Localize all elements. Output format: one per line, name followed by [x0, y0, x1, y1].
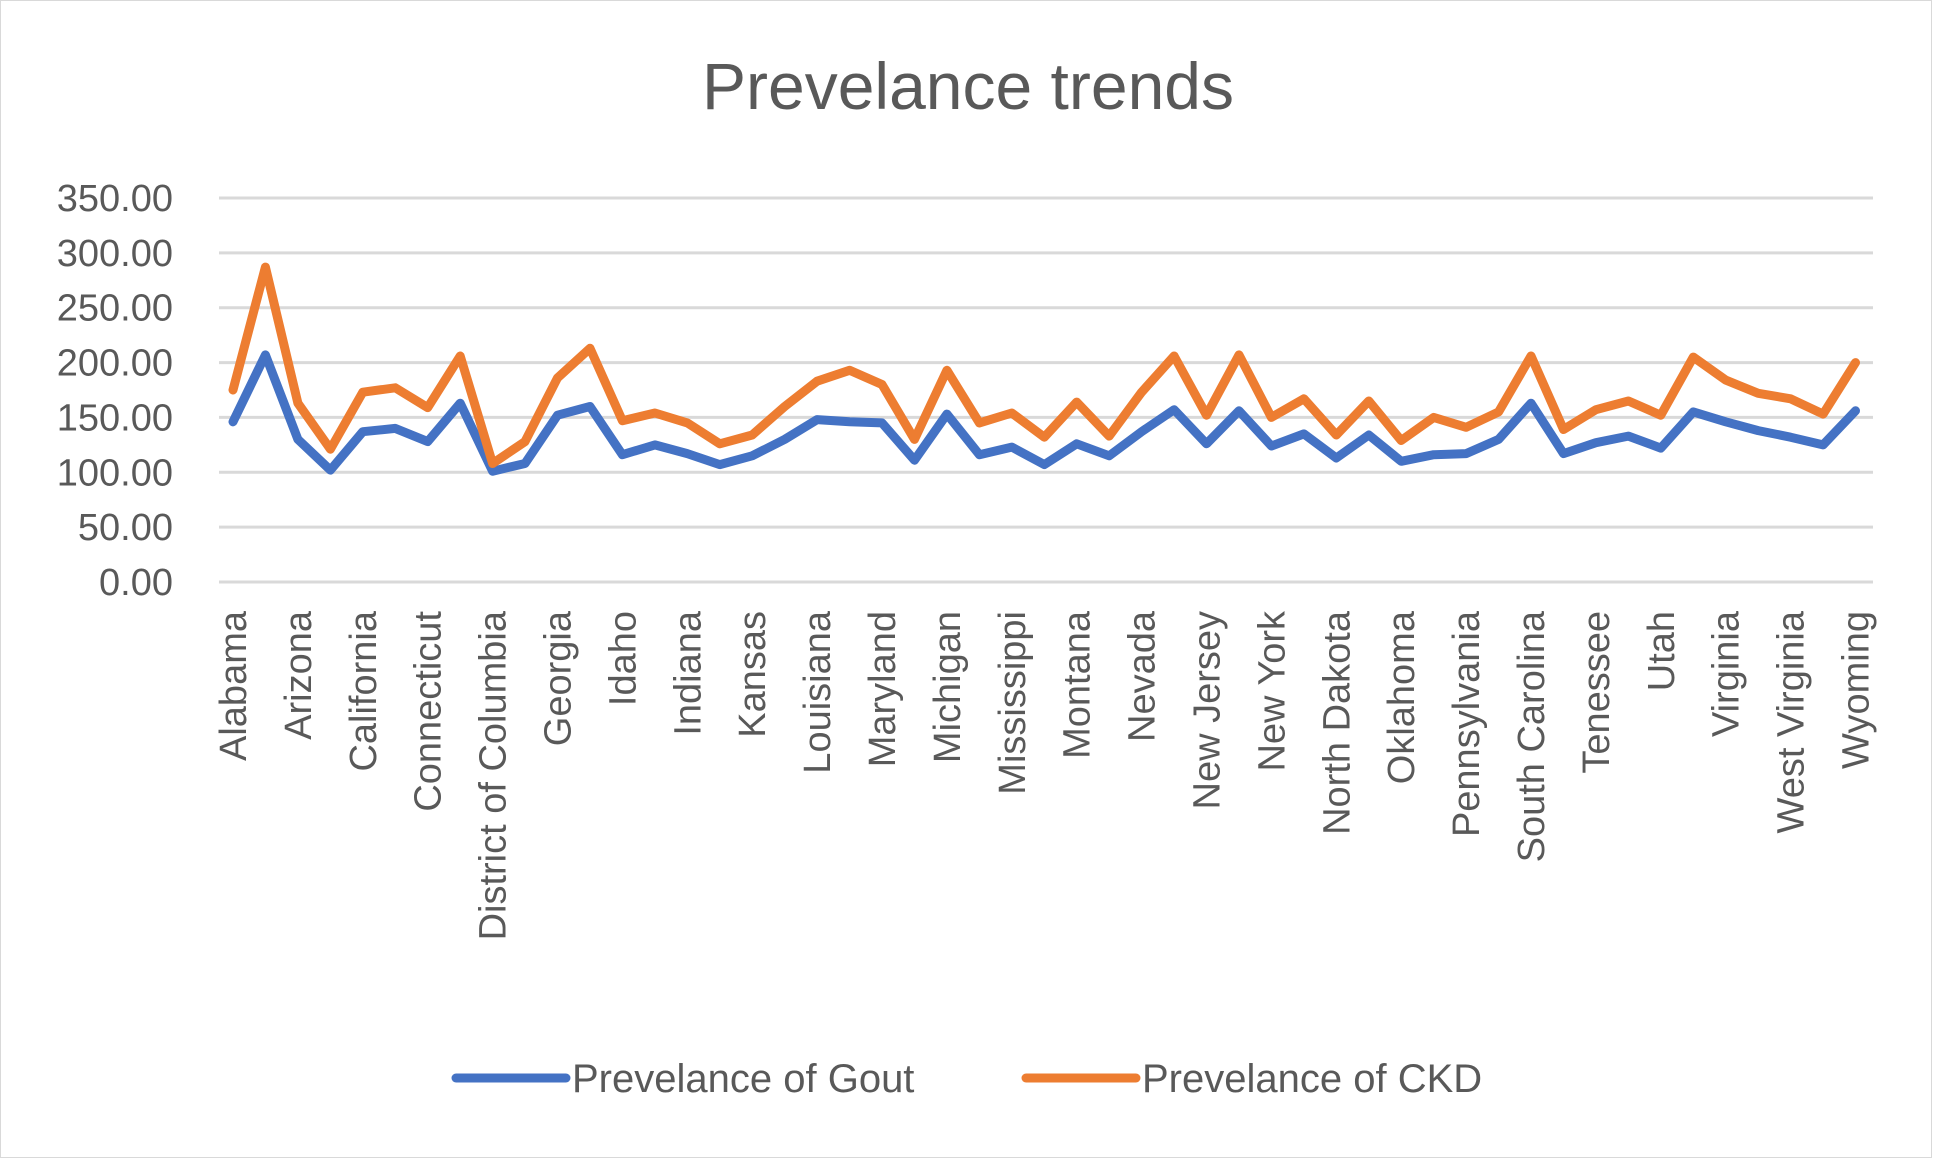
series-line-ckd: [228, 262, 1860, 468]
y-tick-label: 100.00: [57, 452, 173, 494]
x-tick-label: Connecticut: [408, 611, 450, 812]
legend-label: Prevelance of Gout: [572, 1057, 914, 1101]
series-line-gout: [228, 350, 1860, 476]
x-tick-label: Michigan: [927, 611, 969, 763]
x-tick-label: West Virginia: [1771, 610, 1813, 833]
y-tick-label: 250.00: [57, 288, 173, 330]
legend: Prevelance of Gout Prevelance of CKD: [451, 1057, 1482, 1101]
legend-label: Prevelance of CKD: [1142, 1057, 1482, 1101]
x-tick-label: Utah: [1641, 611, 1683, 691]
x-tick-label: South Carolina: [1511, 610, 1553, 862]
x-tick-label: California: [343, 610, 385, 771]
x-tick-label: Mississippi: [992, 611, 1034, 795]
y-tick-label: 350.00: [57, 178, 173, 220]
x-tick-label: Maryland: [862, 611, 904, 767]
y-tick-label: 150.00: [57, 397, 173, 439]
x-tick-label: Oklahoma: [1381, 610, 1423, 784]
y-tick-label: 50.00: [78, 507, 173, 549]
series-lines: [228, 262, 1860, 476]
x-tick-label: New Jersey: [1187, 611, 1229, 810]
y-tick-label: 0.00: [99, 562, 173, 604]
x-tick-label: Wyoming: [1836, 611, 1878, 769]
x-tick-label: District of Columbia: [473, 610, 515, 940]
x-axis-tick-labels: Alabama Arizona California Connecticut Distr…: [213, 610, 1878, 940]
chart-title: Prevelance trends: [702, 49, 1234, 123]
y-tick-label: 200.00: [57, 343, 173, 385]
y-tick-label: 300.00: [57, 233, 173, 275]
x-tick-label: Alabama: [213, 610, 255, 761]
y-axis-tick-labels: 0.00 50.00 100.00 150.00 200.00 250.00 300.00 3…: [57, 178, 173, 604]
x-tick-label: Nevada: [1122, 610, 1164, 742]
x-tick-label: Kansas: [732, 611, 774, 738]
x-tick-label: Montana: [1057, 610, 1099, 759]
x-tick-label: Pennsylvania: [1446, 610, 1488, 837]
x-tick-label: Idaho: [602, 611, 644, 706]
x-tick-label: Virginia: [1706, 610, 1748, 737]
x-tick-label: Louisiana: [797, 610, 839, 774]
x-tick-label: New York: [1251, 610, 1293, 772]
x-tick-label: Indiana: [667, 610, 709, 736]
x-tick-label: North Dakota: [1316, 610, 1358, 835]
x-tick-label: Arizona: [278, 610, 320, 740]
x-tick-label: Georgia: [538, 610, 580, 746]
x-tick-label: Tenessee: [1576, 611, 1618, 774]
